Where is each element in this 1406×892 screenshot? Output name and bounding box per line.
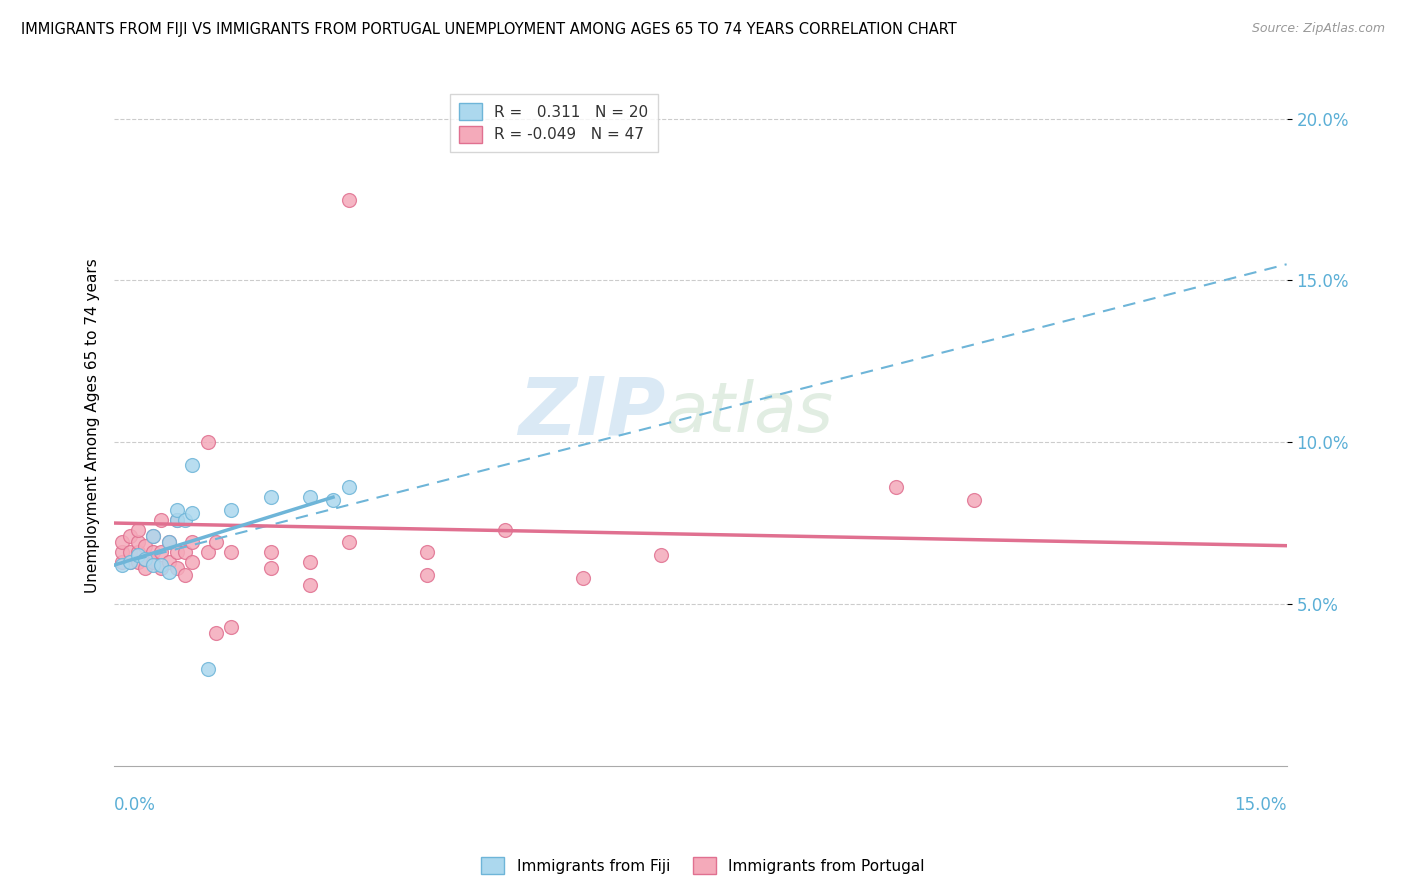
- Point: [142, 529, 165, 543]
- Point: [197, 545, 219, 559]
- Point: [127, 545, 149, 559]
- Point: [181, 506, 204, 520]
- Point: [134, 561, 156, 575]
- Point: [221, 545, 243, 559]
- Point: [221, 619, 243, 633]
- Point: [134, 551, 156, 566]
- Point: [111, 545, 134, 559]
- Point: [337, 193, 360, 207]
- Point: [259, 545, 281, 559]
- Point: [337, 535, 360, 549]
- Legend: R =   0.311   N = 20, R = -0.049   N = 47: R = 0.311 N = 20, R = -0.049 N = 47: [450, 94, 658, 152]
- Point: [118, 529, 141, 543]
- Point: [127, 555, 149, 569]
- Point: [298, 577, 321, 591]
- Point: [259, 561, 281, 575]
- Y-axis label: Unemployment Among Ages 65 to 74 years: Unemployment Among Ages 65 to 74 years: [86, 259, 100, 593]
- Point: [322, 493, 344, 508]
- Point: [134, 551, 156, 566]
- Point: [166, 545, 188, 559]
- Point: [572, 571, 595, 585]
- Text: Source: ZipAtlas.com: Source: ZipAtlas.com: [1251, 22, 1385, 36]
- Point: [221, 503, 243, 517]
- Point: [142, 529, 165, 543]
- Point: [298, 555, 321, 569]
- Text: atlas: atlas: [665, 379, 834, 446]
- Point: [650, 549, 672, 563]
- Point: [118, 545, 141, 559]
- Point: [150, 561, 173, 575]
- Point: [181, 535, 204, 549]
- Point: [142, 545, 165, 559]
- Legend: Immigrants from Fiji, Immigrants from Portugal: Immigrants from Fiji, Immigrants from Po…: [475, 851, 931, 880]
- Point: [127, 523, 149, 537]
- Point: [416, 567, 439, 582]
- Text: 15.0%: 15.0%: [1234, 797, 1286, 814]
- Point: [204, 626, 226, 640]
- Point: [150, 545, 173, 559]
- Point: [181, 458, 204, 472]
- Point: [173, 545, 195, 559]
- Point: [111, 558, 134, 573]
- Point: [181, 555, 204, 569]
- Point: [204, 535, 226, 549]
- Point: [157, 565, 180, 579]
- Point: [173, 513, 195, 527]
- Point: [157, 535, 180, 549]
- Point: [197, 435, 219, 450]
- Point: [157, 535, 180, 549]
- Point: [197, 662, 219, 676]
- Point: [259, 490, 281, 504]
- Point: [150, 558, 173, 573]
- Point: [337, 480, 360, 494]
- Point: [963, 493, 986, 508]
- Point: [111, 535, 134, 549]
- Point: [416, 545, 439, 559]
- Point: [166, 503, 188, 517]
- Text: ZIP: ZIP: [517, 374, 665, 451]
- Point: [166, 513, 188, 527]
- Point: [127, 549, 149, 563]
- Point: [142, 555, 165, 569]
- Point: [157, 555, 180, 569]
- Point: [118, 555, 141, 569]
- Point: [298, 490, 321, 504]
- Point: [166, 561, 188, 575]
- Point: [884, 480, 907, 494]
- Point: [166, 513, 188, 527]
- Point: [134, 539, 156, 553]
- Point: [118, 555, 141, 569]
- Text: 0.0%: 0.0%: [114, 797, 156, 814]
- Point: [150, 513, 173, 527]
- Point: [142, 558, 165, 573]
- Point: [173, 567, 195, 582]
- Text: IMMIGRANTS FROM FIJI VS IMMIGRANTS FROM PORTUGAL UNEMPLOYMENT AMONG AGES 65 TO 7: IMMIGRANTS FROM FIJI VS IMMIGRANTS FROM …: [21, 22, 957, 37]
- Point: [111, 555, 134, 569]
- Point: [127, 535, 149, 549]
- Point: [494, 523, 516, 537]
